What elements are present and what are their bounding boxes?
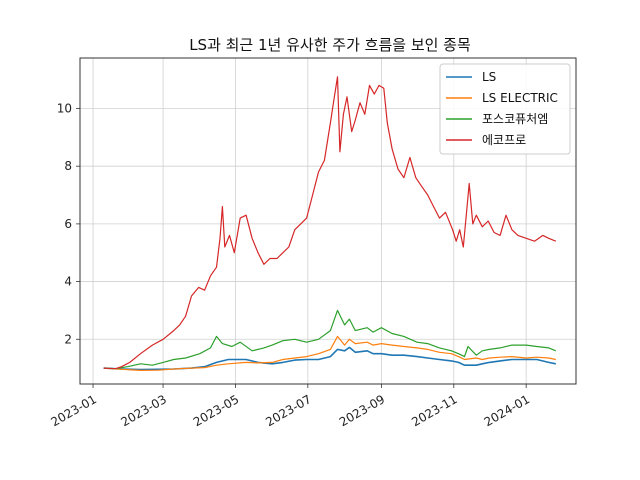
y-tick-label: 6 xyxy=(64,217,72,231)
x-tick-label: 2023-09 xyxy=(337,392,387,429)
series-line-3 xyxy=(103,309,557,370)
plot-frame xyxy=(79,57,577,385)
series-line-1 xyxy=(103,346,556,371)
chart-title: LS과 최근 1년 유사한 주가 흐름을 보인 종목 xyxy=(189,36,471,54)
x-tick-label: 2023-03 xyxy=(119,392,169,429)
x-tick-label: 2024-01 xyxy=(482,392,532,429)
x-tick-label: 2023-05 xyxy=(191,392,241,429)
legend-label: 포스코퓨처엠 xyxy=(482,112,548,126)
legend-label: 에코프로 xyxy=(482,133,526,147)
x-axis: 2023-01 2023-03 2023-05 2023-07 2023-09 2023-… xyxy=(49,384,532,429)
series-line-4 xyxy=(103,76,557,370)
legend-box xyxy=(439,63,571,155)
legend-label: LS xyxy=(482,70,496,84)
series-line-2 xyxy=(103,335,556,371)
y-tick-label: 10 xyxy=(57,101,72,115)
x-tick-label: 2023-07 xyxy=(263,392,313,429)
y-tick-label: 2 xyxy=(64,332,72,346)
y-tick-label: 4 xyxy=(64,275,72,289)
x-tick-label: 2023-11 xyxy=(409,392,459,429)
y-axis: 2 4 6 8 10 xyxy=(57,101,80,346)
x-tick-label: 2023-01 xyxy=(49,392,99,429)
y-tick-label: 8 xyxy=(64,159,72,173)
legend-label: LS ELECTRIC xyxy=(482,91,558,105)
series-layer xyxy=(103,76,557,371)
